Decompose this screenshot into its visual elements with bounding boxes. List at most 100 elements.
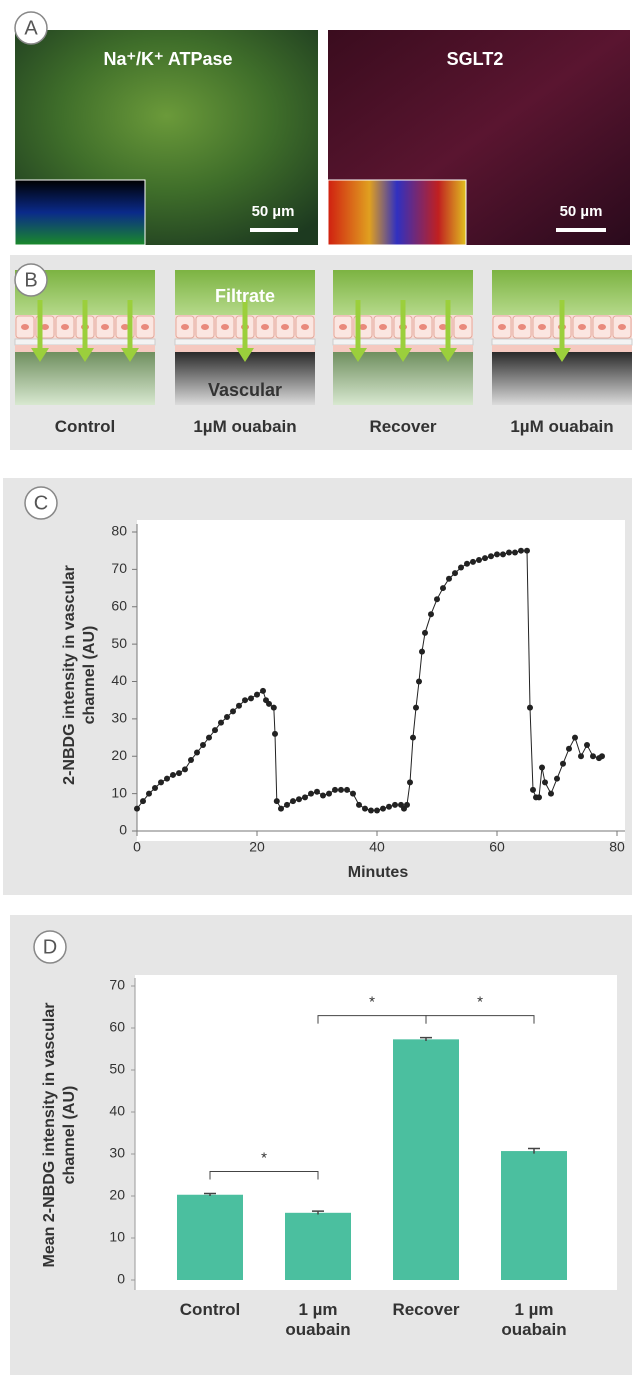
- image-title: Na⁺/K⁺ ATPase: [103, 49, 232, 69]
- data-point: [224, 714, 230, 721]
- data-point: [254, 691, 260, 698]
- data-point: [350, 790, 356, 797]
- data-point: [314, 788, 320, 795]
- flux-arrow-head: [236, 348, 254, 362]
- data-point: [164, 775, 170, 782]
- x-tick-label: 20: [249, 839, 265, 855]
- data-point: [200, 742, 206, 749]
- nucleus: [141, 324, 149, 330]
- data-point: [566, 745, 572, 752]
- panel-badge: [14, 11, 48, 45]
- panel-label: B: [24, 269, 37, 291]
- data-point: [530, 786, 536, 793]
- data-point: [332, 786, 338, 793]
- inset: [14, 179, 146, 246]
- data-point: [440, 585, 446, 592]
- nucleus: [618, 324, 626, 330]
- data-point: [446, 575, 452, 582]
- x-tick-label: 0: [133, 839, 141, 855]
- flux-arrow-head: [439, 348, 457, 362]
- data-point: [236, 702, 242, 709]
- data-point: [374, 807, 380, 814]
- significance-label: *: [477, 994, 483, 1011]
- y-tick-label: 60: [109, 1019, 125, 1035]
- flux-arrow-head: [553, 348, 571, 362]
- y-tick-label: 70: [109, 977, 125, 993]
- data-point: [308, 790, 314, 797]
- y-tick-label: 20: [111, 747, 127, 763]
- data-point: [242, 697, 248, 704]
- nucleus: [181, 324, 189, 330]
- data-point: [419, 648, 425, 655]
- y-tick-label: 10: [109, 1229, 125, 1245]
- data-point: [572, 734, 578, 741]
- error-bar: [204, 1192, 216, 1196]
- data-point: [206, 734, 212, 741]
- data-point: [302, 794, 308, 801]
- data-point: [260, 687, 266, 694]
- filtrate-label: Filtrate: [215, 286, 275, 306]
- y-tick-label: 0: [117, 1271, 125, 1287]
- image-title: SGLT2: [447, 49, 504, 69]
- data-point: [182, 766, 188, 773]
- condition-label: Control: [54, 417, 116, 436]
- y-tick-label: 50: [109, 1061, 125, 1077]
- nucleus: [439, 324, 447, 330]
- data-point: [482, 555, 488, 562]
- y-tick-label: 70: [111, 560, 127, 576]
- data-point: [266, 700, 272, 707]
- data-point: [338, 786, 344, 793]
- data-point: [344, 786, 350, 793]
- data-point: [518, 547, 524, 554]
- data-point: [218, 719, 224, 726]
- condition-label: 1µM ouabain: [510, 417, 614, 436]
- x-tick-label: 80: [609, 839, 625, 855]
- error-bar: [312, 1210, 324, 1215]
- panel-label: A: [24, 17, 38, 39]
- data-point: [270, 704, 277, 711]
- data-point: [554, 775, 560, 782]
- data-point: [560, 760, 566, 767]
- nucleus: [21, 324, 29, 330]
- significance-bracket: [209, 1170, 319, 1180]
- y-tick-label: 10: [111, 784, 127, 800]
- x-tick-label: Recover: [392, 1300, 460, 1319]
- bar: [393, 1039, 459, 1280]
- data-point: [599, 753, 605, 760]
- x-tick-label: 1 µm ouabain: [501, 1300, 567, 1340]
- data-point: [464, 560, 470, 567]
- data-point: [434, 596, 440, 603]
- flux-arrow-head: [31, 348, 49, 362]
- data-point: [470, 558, 476, 565]
- condition-label: Recover: [369, 417, 437, 436]
- data-point: [356, 801, 362, 808]
- y-axis-label: 2-NBDG intensity in vascular channel (AU…: [61, 565, 98, 785]
- nucleus: [101, 324, 109, 330]
- data-point: [194, 749, 200, 756]
- data-point: [452, 570, 458, 577]
- data-point: [176, 770, 182, 777]
- data-point: [290, 798, 296, 805]
- nucleus: [121, 324, 129, 330]
- data-point: [146, 790, 152, 797]
- nucleus: [41, 324, 49, 330]
- data-point: [230, 708, 236, 715]
- diagrams: [14, 270, 633, 405]
- x-axis-label: Minutes: [348, 864, 409, 881]
- nucleus: [261, 324, 269, 330]
- y-tick-label: 30: [109, 1145, 125, 1161]
- nucleus: [301, 324, 309, 330]
- data-point: [416, 678, 422, 685]
- y-tick-label: 60: [111, 597, 127, 613]
- data-point: [380, 805, 386, 812]
- data-point: [392, 801, 398, 808]
- y-tick-label: 40: [111, 672, 127, 688]
- data-point: [362, 805, 368, 812]
- data-point: [584, 742, 590, 749]
- bar: [501, 1151, 567, 1280]
- panel-badge: [24, 486, 58, 520]
- data-point: [527, 704, 533, 711]
- plot-area: [137, 520, 625, 841]
- data-point: [536, 794, 542, 801]
